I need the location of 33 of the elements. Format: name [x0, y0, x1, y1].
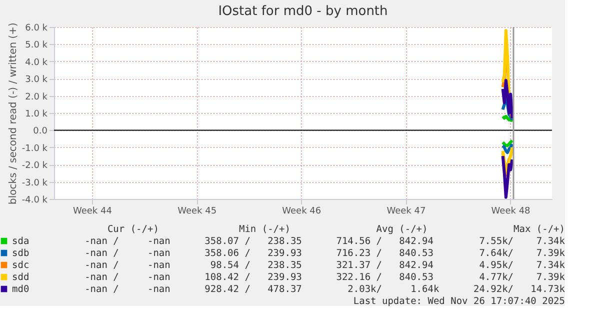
y-tick-label: 5.0 k: [25, 40, 48, 51]
x-tick-label: Week 44: [72, 206, 112, 216]
y-tick-label: 4.0 k: [25, 58, 48, 68]
x-tick-label: Week 47: [386, 206, 426, 216]
y-tick-label: 3.0 k: [25, 75, 48, 86]
legend-label: md0: [12, 284, 30, 295]
y-tick-label: 6.0 k: [25, 24, 48, 34]
y-tick-label: 2.0 k: [25, 92, 48, 102]
line-series: [501, 78, 514, 120]
x-tick-label: Week 46: [282, 206, 322, 216]
x-tick-label: Week 48: [491, 206, 531, 216]
line-series: [501, 142, 514, 154]
x-tick-label: Week 45: [178, 206, 217, 216]
y-tick-label: -4.0 k: [22, 196, 48, 206]
y-tick-label: -3.0 k: [22, 178, 48, 188]
line-series: [501, 154, 514, 199]
chart-title: IOstat for md0 - by month: [218, 4, 388, 20]
legend-label: sda: [12, 236, 30, 247]
y-tick-label: 0.0: [33, 126, 48, 137]
legend-label: sdd: [12, 272, 30, 283]
text: -nan / -nan 928.42 / 478.37 2.03k/ 1.64k 24.92k/ 14.73k: [84, 284, 566, 295]
text: -nan / -nan 358.06 / 239.93 716.23 / 840.53 7.64k/ 7.39k: [84, 248, 566, 259]
legend-label: sdb: [12, 248, 30, 259]
y-tick-label: -2.0 k: [22, 161, 48, 172]
text: Cur (-/+) Min (-/+) Avg (-/+) Max (-/+): [107, 224, 565, 235]
y-axis-title: blocks / second read (-) / written (+): [8, 22, 19, 204]
text: -nan / -nan 98.54 / 238.35 321.37 / 842.94 4.95k/ 7.34k: [84, 260, 566, 271]
y-tick-label: 1.0 k: [25, 110, 48, 120]
text: -nan / -nan 358.07 / 238.35 714.56 / 842.94 7.55k/ 7.34k: [84, 236, 566, 247]
text: Last update: Wed Nov 26 17:07:40 2025: [353, 296, 565, 307]
legend-label: sdc: [12, 260, 30, 271]
text: -nan / -nan 108.42 / 239.93 322.16 / 840.53 4.77k/ 7.39k: [84, 272, 566, 283]
y-tick-label: -1.0 k: [22, 144, 48, 154]
